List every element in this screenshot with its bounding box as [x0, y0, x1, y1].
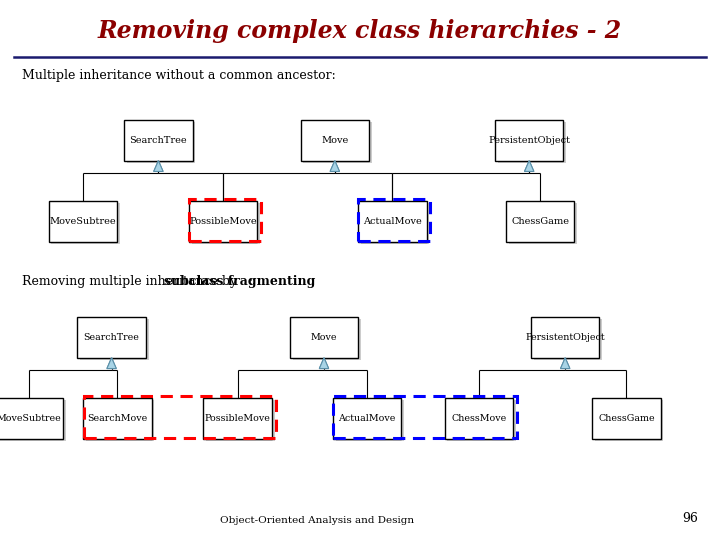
- Bar: [204, 399, 272, 438]
- Polygon shape: [561, 357, 570, 368]
- Bar: [127, 122, 195, 163]
- Bar: [505, 201, 575, 241]
- Text: 96: 96: [683, 512, 698, 525]
- Text: Removing multiple inheritance by: Removing multiple inheritance by: [22, 275, 240, 288]
- Bar: [49, 201, 117, 241]
- Polygon shape: [154, 160, 163, 172]
- Bar: [192, 203, 261, 244]
- Text: Move: Move: [311, 333, 337, 342]
- Bar: [336, 401, 405, 441]
- Bar: [189, 199, 261, 241]
- Text: PersistentObject: PersistentObject: [526, 333, 605, 342]
- Bar: [84, 399, 152, 438]
- Text: SearchTree: SearchTree: [84, 333, 140, 342]
- Bar: [358, 199, 430, 241]
- Text: MoveSubtree: MoveSubtree: [0, 414, 61, 423]
- Bar: [359, 201, 426, 241]
- Polygon shape: [107, 357, 117, 368]
- Bar: [78, 317, 145, 357]
- Bar: [84, 396, 276, 438]
- Bar: [361, 203, 429, 244]
- Polygon shape: [524, 160, 534, 172]
- Text: MoveSubtree: MoveSubtree: [50, 217, 116, 226]
- Bar: [595, 401, 664, 441]
- Text: Object-Oriented Analysis and Design: Object-Oriented Analysis and Design: [220, 516, 414, 525]
- Bar: [0, 401, 66, 441]
- Bar: [498, 122, 566, 163]
- Text: ActualMove: ActualMove: [363, 217, 422, 226]
- Bar: [207, 401, 275, 441]
- Text: SearchMove: SearchMove: [87, 414, 148, 423]
- Text: Removing complex class hierarchies - 2: Removing complex class hierarchies - 2: [98, 19, 622, 43]
- Text: PersistentObject: PersistentObject: [488, 136, 570, 145]
- Polygon shape: [330, 160, 340, 172]
- Bar: [124, 120, 192, 160]
- Bar: [189, 201, 258, 241]
- Bar: [534, 319, 602, 360]
- Text: PossibleMove: PossibleMove: [204, 414, 271, 423]
- Text: ActualMove: ActualMove: [338, 414, 396, 423]
- Bar: [508, 203, 577, 244]
- Text: PossibleMove: PossibleMove: [189, 217, 257, 226]
- Text: SearchTree: SearchTree: [130, 136, 187, 145]
- Polygon shape: [330, 160, 340, 172]
- Bar: [333, 399, 402, 438]
- Text: ChessGame: ChessGame: [511, 217, 569, 226]
- Text: ChessGame: ChessGame: [598, 414, 654, 423]
- Bar: [531, 317, 599, 357]
- Bar: [86, 401, 154, 441]
- Bar: [52, 203, 120, 244]
- Bar: [0, 399, 63, 438]
- Bar: [301, 120, 369, 160]
- Bar: [289, 317, 359, 357]
- Polygon shape: [320, 357, 328, 368]
- Bar: [81, 319, 149, 360]
- Text: :: :: [249, 275, 253, 288]
- Text: Multiple inheritance without a common ancestor:: Multiple inheritance without a common an…: [22, 69, 336, 82]
- Bar: [495, 120, 563, 160]
- Polygon shape: [524, 160, 534, 172]
- Bar: [292, 319, 361, 360]
- Polygon shape: [107, 357, 117, 368]
- Polygon shape: [561, 357, 570, 368]
- Polygon shape: [154, 160, 163, 172]
- Text: ChessMove: ChessMove: [451, 414, 506, 423]
- Bar: [445, 399, 513, 438]
- Bar: [448, 401, 516, 441]
- Bar: [333, 396, 517, 438]
- Bar: [304, 122, 372, 163]
- Text: subclass fragmenting: subclass fragmenting: [164, 275, 315, 288]
- Polygon shape: [320, 357, 328, 368]
- Text: Move: Move: [321, 136, 348, 145]
- Bar: [593, 399, 661, 438]
